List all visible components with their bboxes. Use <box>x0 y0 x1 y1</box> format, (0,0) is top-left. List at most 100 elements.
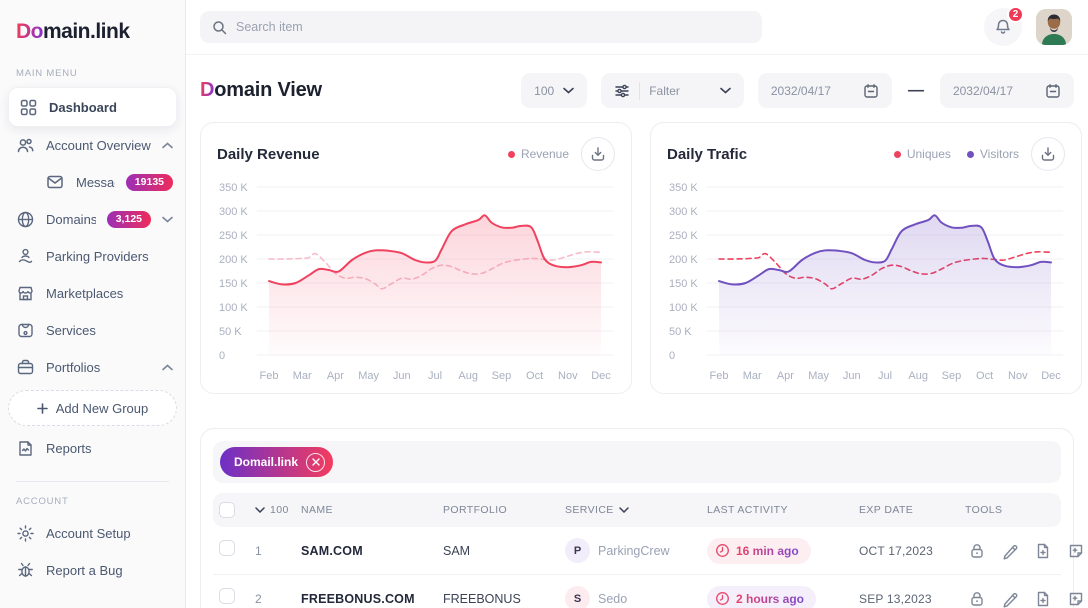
note-plus-tool-button[interactable] <box>1064 539 1088 563</box>
svg-text:Nov: Nov <box>558 370 578 382</box>
sidebar-item-label: Messages <box>76 175 115 190</box>
table-header: 100 NAME PORTFOLIO SERVICE LAST ACTIVITY… <box>213 493 1061 527</box>
sidebar-item-account-overview[interactable]: Account Overview <box>0 127 185 164</box>
column-last-activity[interactable]: LAST ACTIVITY <box>707 504 788 516</box>
users-icon <box>16 136 35 155</box>
file-plus-icon <box>1034 590 1052 608</box>
add-new-group-button[interactable]: Add New Group <box>8 390 177 426</box>
column-exp-date[interactable]: EXP DATE <box>859 504 914 516</box>
chevron-down-icon <box>162 216 173 223</box>
user-avatar[interactable] <box>1036 9 1072 45</box>
title-accent: D <box>200 79 215 101</box>
notifications-button[interactable]: 2 <box>984 6 1024 46</box>
filter-tag-bar: Domail.link <box>213 441 1061 483</box>
bell-icon <box>994 18 1012 36</box>
last-activity-badge: 16 min ago <box>707 537 811 564</box>
column-service[interactable]: SERVICE <box>565 504 707 516</box>
service-cell: S Sedo <box>565 586 707 608</box>
lock-tool-button[interactable] <box>965 587 989 608</box>
sidebar-item-reports[interactable]: Reports <box>0 430 185 467</box>
svg-text:Jun: Jun <box>843 370 861 382</box>
calendar-icon <box>863 83 879 99</box>
svg-text:Feb: Feb <box>710 370 729 382</box>
daily-revenue-chart: 0 50 K 100 K 150 K 200 K 250 K 300 K 350 K Feb Ma… <box>219 182 613 382</box>
search-icon <box>212 20 227 35</box>
pencil-tool-button[interactable] <box>998 587 1022 608</box>
sidebar-item-portfolios[interactable]: Portfolios <box>0 349 185 386</box>
last-activity-cell: 16 min ago <box>707 537 859 564</box>
svg-text:350 K: 350 K <box>219 182 248 194</box>
chart-legend: Revenue <box>507 147 569 161</box>
last-activity-text: 2 hours ago <box>736 591 805 606</box>
envelope-icon <box>46 173 65 192</box>
download-chart-button[interactable] <box>1031 137 1065 171</box>
sidebar-item-marketplaces[interactable]: Marketplaces <box>0 275 185 312</box>
svg-text:250 K: 250 K <box>219 230 248 242</box>
svg-text:Mar: Mar <box>293 370 312 382</box>
filter-dropdown[interactable]: Falter <box>601 73 744 108</box>
file-plus-tool-button[interactable] <box>1031 587 1055 608</box>
filter-tag-chip[interactable]: Domail.link <box>220 447 334 477</box>
row-checkbox-cell <box>219 540 255 561</box>
search-input[interactable] <box>236 20 750 34</box>
lock-icon <box>968 590 986 608</box>
sidebar-item-dashboard[interactable]: Dashboard <box>8 87 177 127</box>
remove-tag-icon[interactable] <box>306 452 326 472</box>
pencil-icon <box>1001 542 1019 560</box>
svg-text:50 K: 50 K <box>219 326 242 338</box>
svg-text:May: May <box>808 370 829 382</box>
gear-icon <box>16 524 35 543</box>
svg-text:100 K: 100 K <box>669 302 698 314</box>
chart-legend: Uniques Visitors <box>893 147 1019 161</box>
svg-text:Jul: Jul <box>878 370 892 382</box>
svg-text:Apr: Apr <box>777 370 794 382</box>
legend-item: Uniques <box>893 147 951 161</box>
chart-title: Daily Trafic <box>667 145 748 163</box>
sidebar-item-report-a-bug[interactable]: Report a Bug <box>0 552 185 589</box>
column-portfolio[interactable]: PORTFOLIO <box>443 504 508 516</box>
sidebar-item-domains[interactable]: Domains 3,125 <box>0 201 185 238</box>
topbar: 2 <box>186 0 1088 55</box>
daily-revenue-card: Daily Revenue Revenue 0 50 K 100 K 150 K 200… <box>200 122 632 394</box>
service-avatar: S <box>565 586 590 608</box>
lock-tool-button[interactable] <box>965 539 989 563</box>
row-checkbox[interactable] <box>219 540 235 556</box>
sidebar-item-messages[interactable]: Messages 19135 <box>0 164 185 201</box>
note-plus-tool-button[interactable] <box>1064 587 1088 608</box>
file-plus-tool-button[interactable] <box>1031 539 1055 563</box>
column-name[interactable]: NAME <box>301 504 333 516</box>
domain-name: FREEBONUS.COM <box>301 591 415 606</box>
select-all-checkbox[interactable] <box>219 502 235 518</box>
row-checkbox-cell <box>219 588 255 608</box>
svg-text:Oct: Oct <box>976 370 993 382</box>
sidebar-divider <box>16 481 169 482</box>
clock-icon <box>715 591 730 606</box>
messages-count-badge: 19135 <box>125 174 173 191</box>
svg-text:0: 0 <box>219 350 225 362</box>
chevron-up-icon <box>162 364 173 371</box>
chevron-down-icon <box>720 87 731 94</box>
svg-text:0: 0 <box>669 350 675 362</box>
portfolio-name: SAM <box>443 543 471 558</box>
svg-text:Feb: Feb <box>260 370 279 382</box>
page-size-select[interactable]: 100 <box>521 73 588 108</box>
domain-name: SAM.COM <box>301 543 363 558</box>
page-title: Domain View <box>200 79 507 102</box>
column-count[interactable]: 100 <box>255 504 301 516</box>
date-to-picker[interactable]: 2032/04/17 <box>939 73 1074 108</box>
sidebar-item-account-setup[interactable]: Account Setup <box>0 515 185 552</box>
sidebar-item-label: Parking Providers <box>46 249 149 264</box>
plus-icon <box>36 402 48 414</box>
svg-text:250 K: 250 K <box>669 230 698 242</box>
download-chart-button[interactable] <box>581 137 615 171</box>
sidebar-item-parking-providers[interactable]: Parking Providers <box>0 238 185 275</box>
svg-text:Jun: Jun <box>393 370 411 382</box>
sidebar-item-services[interactable]: Services <box>0 312 185 349</box>
pencil-tool-button[interactable] <box>998 539 1022 563</box>
chevron-down-icon <box>563 87 574 94</box>
logo-accent: Do <box>16 20 44 43</box>
date-from-picker[interactable]: 2032/04/17 <box>757 73 892 108</box>
row-checkbox[interactable] <box>219 588 235 604</box>
sidebar-item-label: Domains <box>46 212 96 227</box>
svg-text:Apr: Apr <box>327 370 344 382</box>
